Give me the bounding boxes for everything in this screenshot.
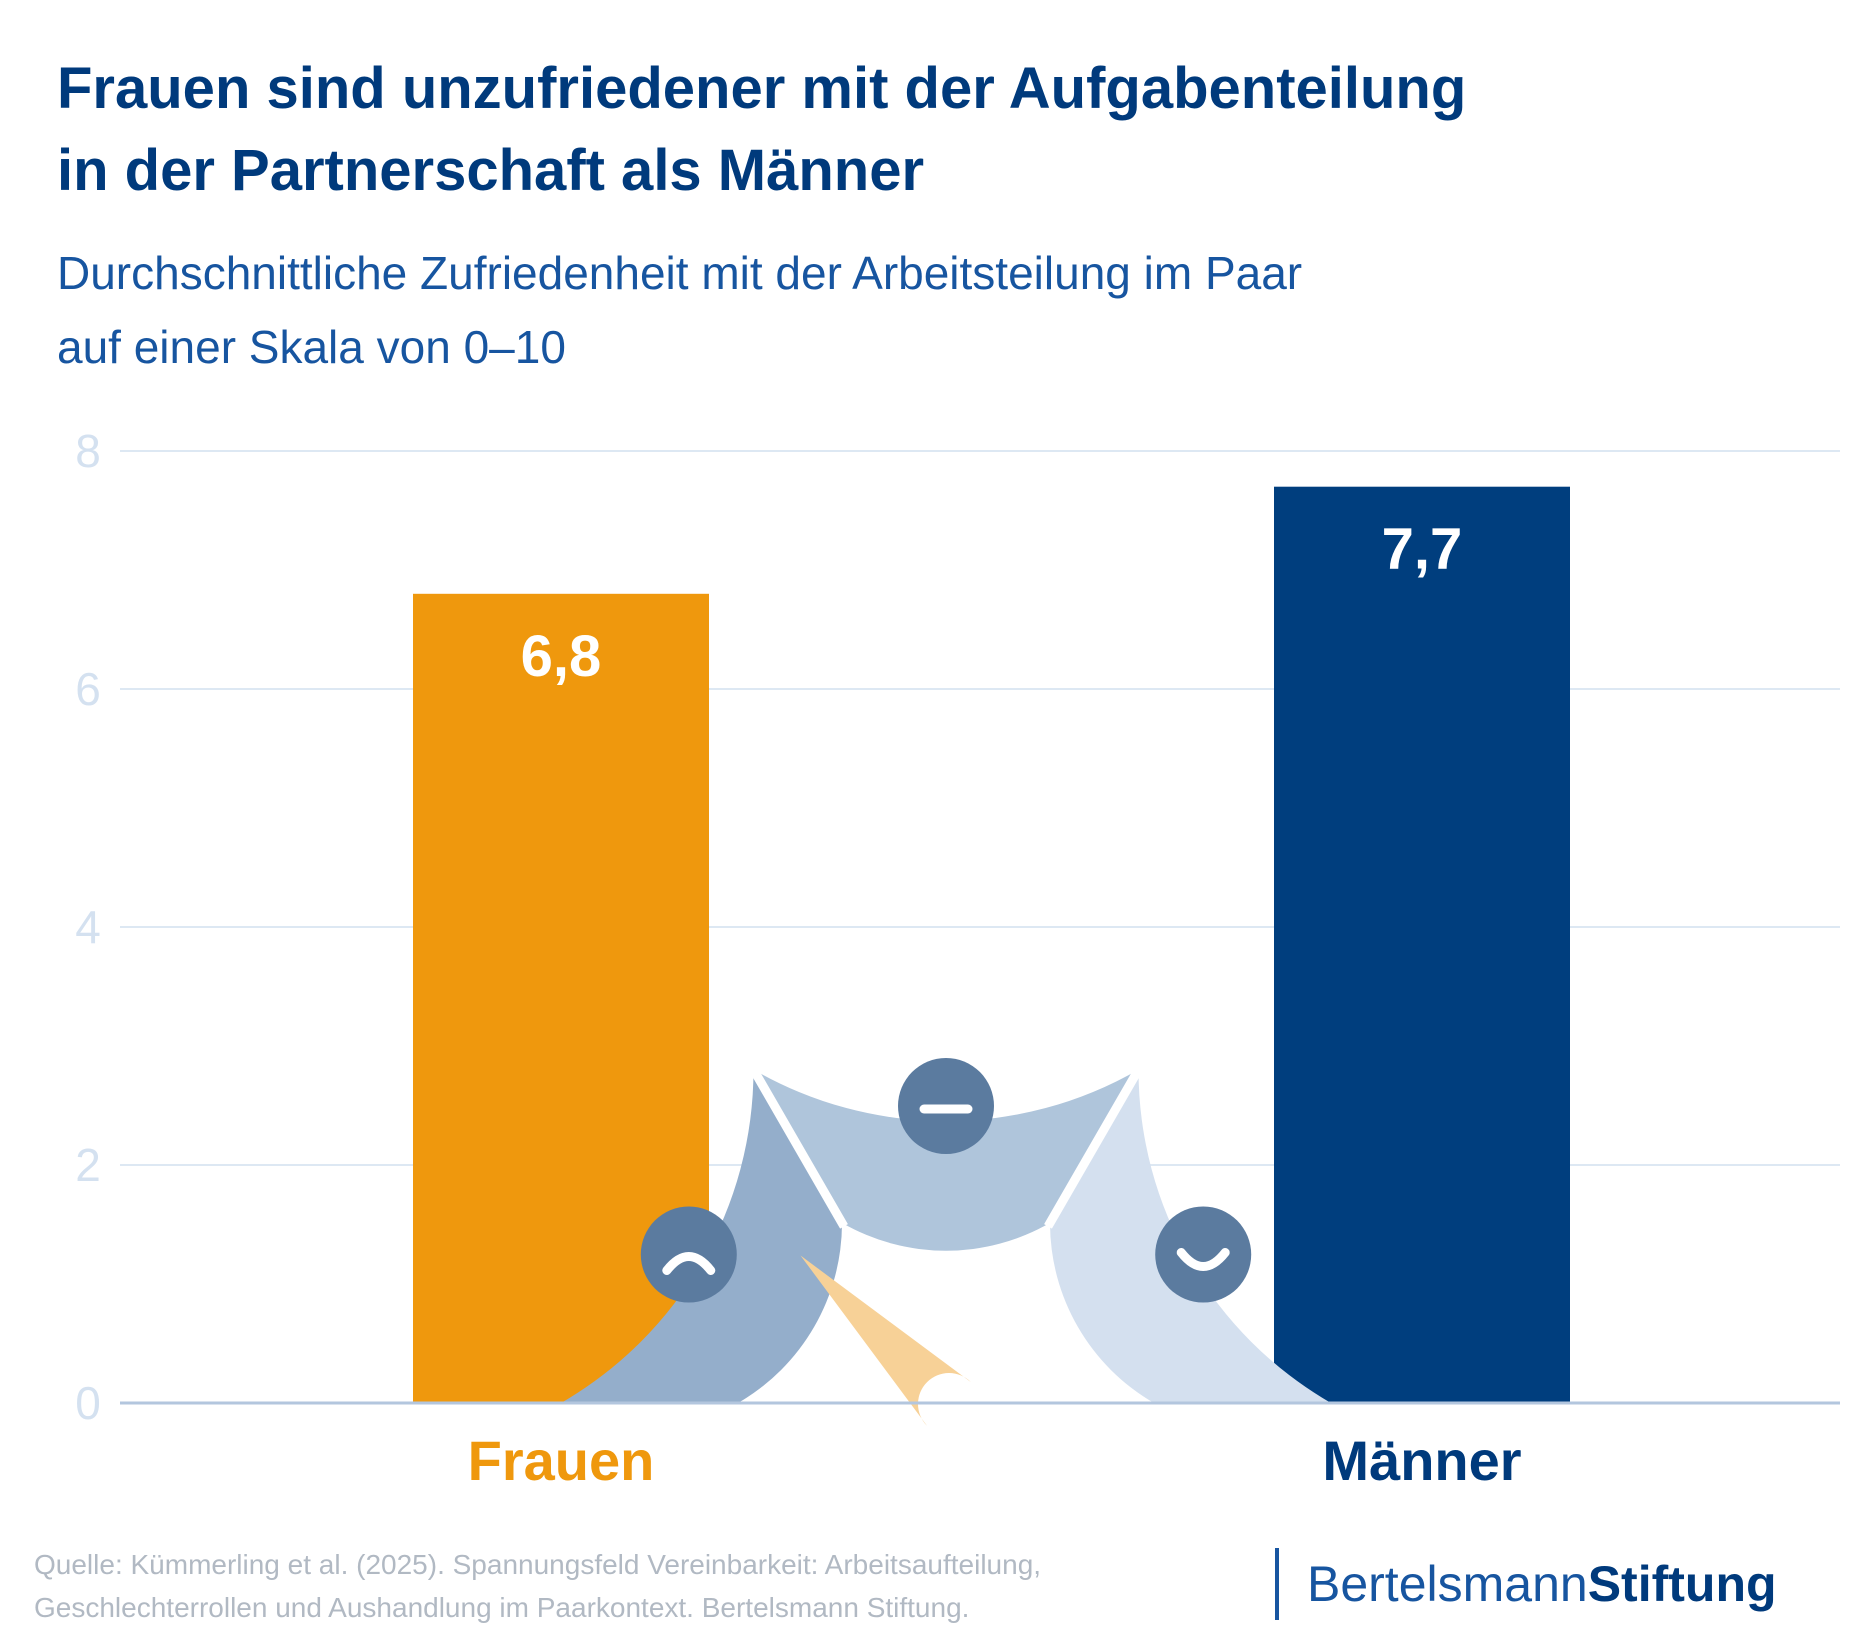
gauge-needle — [800, 1255, 971, 1426]
bars: 6,8 7,7 — [413, 486, 1570, 1403]
category-label-frauen: Frauen — [468, 1429, 655, 1492]
logo-text-bertelsmann: Bertelsmann — [1307, 1556, 1588, 1612]
gauge-segment-happy — [1050, 1069, 1331, 1403]
neutral-face-icon — [898, 1058, 994, 1154]
gauge-separator — [1044, 1062, 1146, 1229]
bar-männer — [1274, 486, 1570, 1403]
gauge-separator — [746, 1062, 848, 1229]
y-axis-ticks: 0 2 4 6 8 — [75, 425, 101, 1429]
y-tick-label: 8 — [75, 425, 101, 477]
title-line-2: in der Partnerschaft als Männer — [57, 138, 925, 203]
data-label: 7,7 — [1382, 517, 1463, 582]
sad-face-icon — [640, 1206, 737, 1303]
category-labels: Frauen Männer — [468, 1429, 1522, 1492]
gauge-segment-unhappy — [561, 1069, 842, 1403]
source-note: Quelle: Kümmerling et al. (2025). Spannu… — [34, 1543, 1274, 1629]
title-line-1: Frauen sind unzufriedener mit der Aufgab… — [57, 56, 1467, 121]
y-tick-label: 4 — [75, 901, 101, 953]
chart-title: Frauen sind unzufriedener mit der Aufgab… — [57, 48, 1837, 212]
subtitle-line-1: Durchschnittliche Zufriedenheit mit der … — [57, 247, 1303, 299]
subtitle-line-2: auf einer Skala von 0–10 — [57, 321, 566, 373]
bertelsmann-stiftung-logo: BertelsmannStiftung — [1275, 1548, 1777, 1620]
face-mouth — [662, 1252, 716, 1275]
face-circle — [1155, 1206, 1252, 1303]
y-tick-label: 6 — [75, 663, 101, 715]
y-tick-label: 0 — [75, 1377, 101, 1429]
satisfaction-gauge — [561, 1058, 1331, 1426]
gauge-segment-neutral — [753, 1069, 1139, 1251]
y-tick-label: 2 — [75, 1139, 101, 1191]
face-mouth — [1176, 1248, 1230, 1271]
category-label-männer: Männer — [1322, 1429, 1521, 1492]
logo-text-stiftung: Stiftung — [1587, 1556, 1777, 1612]
happy-face-icon — [1155, 1206, 1252, 1303]
chart-subtitle: Durchschnittliche Zufriedenheit mit der … — [57, 236, 1837, 384]
data-label: 6,8 — [521, 624, 602, 689]
source-line-2: Geschlechterrollen und Aushandlung im Pa… — [34, 1592, 970, 1623]
gridlines — [120, 450, 1840, 1166]
source-line-1: Quelle: Kümmerling et al. (2025). Spannu… — [34, 1549, 1042, 1580]
